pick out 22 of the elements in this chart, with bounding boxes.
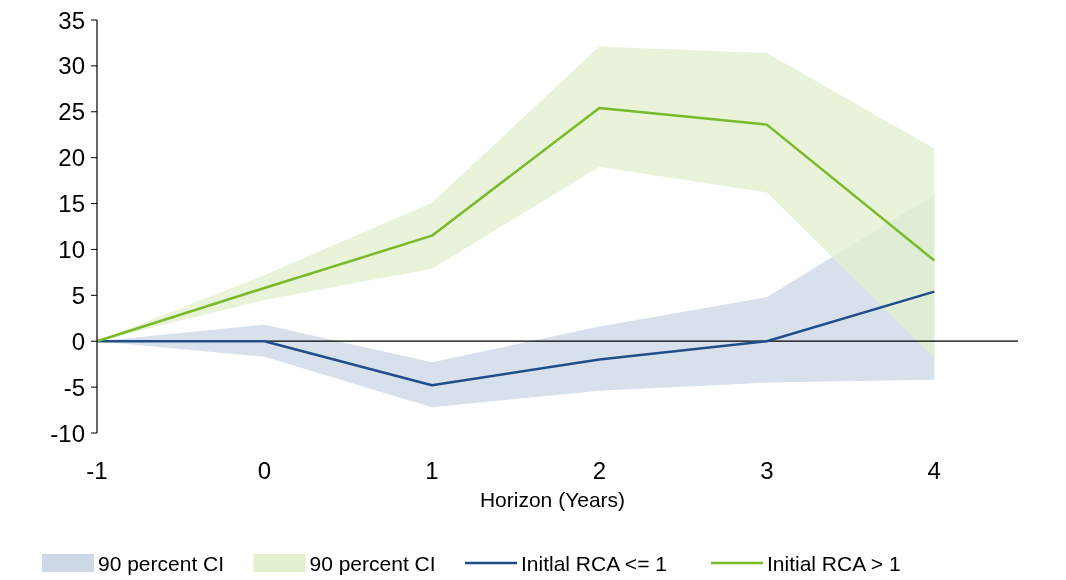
y-tick-label: 10 <box>58 235 85 263</box>
y-tick-label: 0 <box>71 327 85 355</box>
y-tick-label: 5 <box>71 281 85 309</box>
y-tick-label: 15 <box>58 190 85 218</box>
text: 90 percent CI <box>98 551 225 575</box>
y-tick-label: -10 <box>50 419 85 447</box>
legend-label: Initial RCA > 1 <box>767 551 901 575</box>
legend-label: Initlal RCA <= 1 <box>521 551 667 575</box>
line-series <box>95 106 936 343</box>
y-tick-label: -5 <box>63 373 85 401</box>
y-tick-label: 20 <box>58 144 85 172</box>
x-tick-label: 0 <box>257 456 272 484</box>
x-tick-label: 1 <box>425 456 439 484</box>
x-tick-label: 4 <box>927 456 941 484</box>
x-axis-title: Horizon (Years) <box>479 487 626 511</box>
x-tick-label: 2 <box>592 456 607 484</box>
y-tick-label: 35 <box>58 6 85 34</box>
x-tick-label: -1 <box>86 456 108 484</box>
y-tick-label: 25 <box>58 98 85 126</box>
y-tick-label: 30 <box>58 52 85 80</box>
x-tick-label: 3 <box>760 456 774 484</box>
text: 90 percent CI <box>309 551 436 575</box>
